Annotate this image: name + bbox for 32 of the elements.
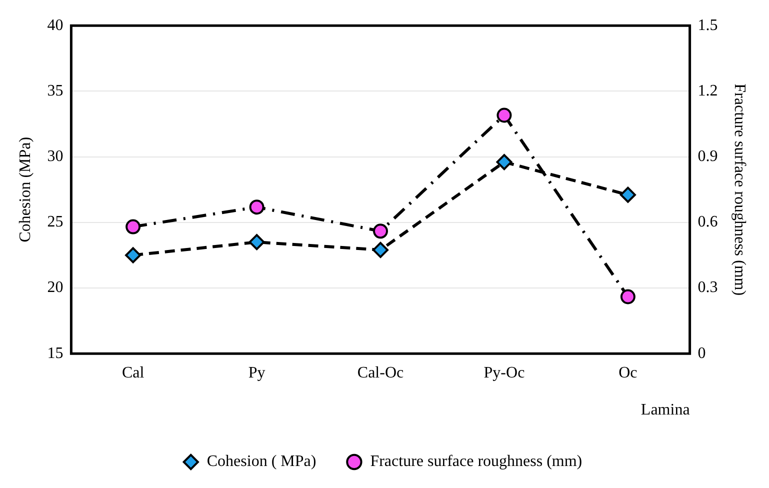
y-tick-label: 15 xyxy=(47,344,64,362)
y2-axis-title: Fracture surface roughness (mm) xyxy=(731,84,748,296)
point xyxy=(496,108,512,123)
y-axis-title: Cohesion (MPa) xyxy=(16,136,34,242)
point xyxy=(496,154,512,170)
y-tick-label: 25 xyxy=(47,214,64,231)
point xyxy=(620,186,636,203)
legend-label: Fracture surface roughness (mm) xyxy=(370,453,582,470)
y-tick-label: 30 xyxy=(47,148,64,166)
x-tick-label: Py xyxy=(248,364,266,382)
point xyxy=(620,289,636,304)
x-axis-title: Lamina xyxy=(640,402,690,419)
legend-label: Cohesion ( MPa) xyxy=(206,453,316,470)
x-tick-label: Cal xyxy=(122,364,145,382)
y-tick-label: 40 xyxy=(47,16,64,34)
x-tick-label: Py-Oc xyxy=(484,364,525,382)
point xyxy=(249,200,264,215)
y-tick-label: 20 xyxy=(47,279,64,296)
point xyxy=(372,242,388,258)
y-tick-label: 35 xyxy=(47,82,64,100)
y2-tick-label: 0.6 xyxy=(698,214,718,231)
y2-tick-label: 1.5 xyxy=(698,16,718,34)
y2-tick-label: 0.9 xyxy=(698,148,718,166)
x-tick-label: Cal-Oc xyxy=(357,364,404,382)
point xyxy=(125,247,142,264)
x-tick-label: Oc xyxy=(618,364,638,382)
y2-tick-label: 0 xyxy=(698,344,706,362)
point xyxy=(126,219,141,234)
point xyxy=(373,224,388,239)
y2-tick-label: 1.2 xyxy=(698,82,718,100)
y2-tick-label: 0.3 xyxy=(698,279,718,296)
point xyxy=(248,234,265,250)
